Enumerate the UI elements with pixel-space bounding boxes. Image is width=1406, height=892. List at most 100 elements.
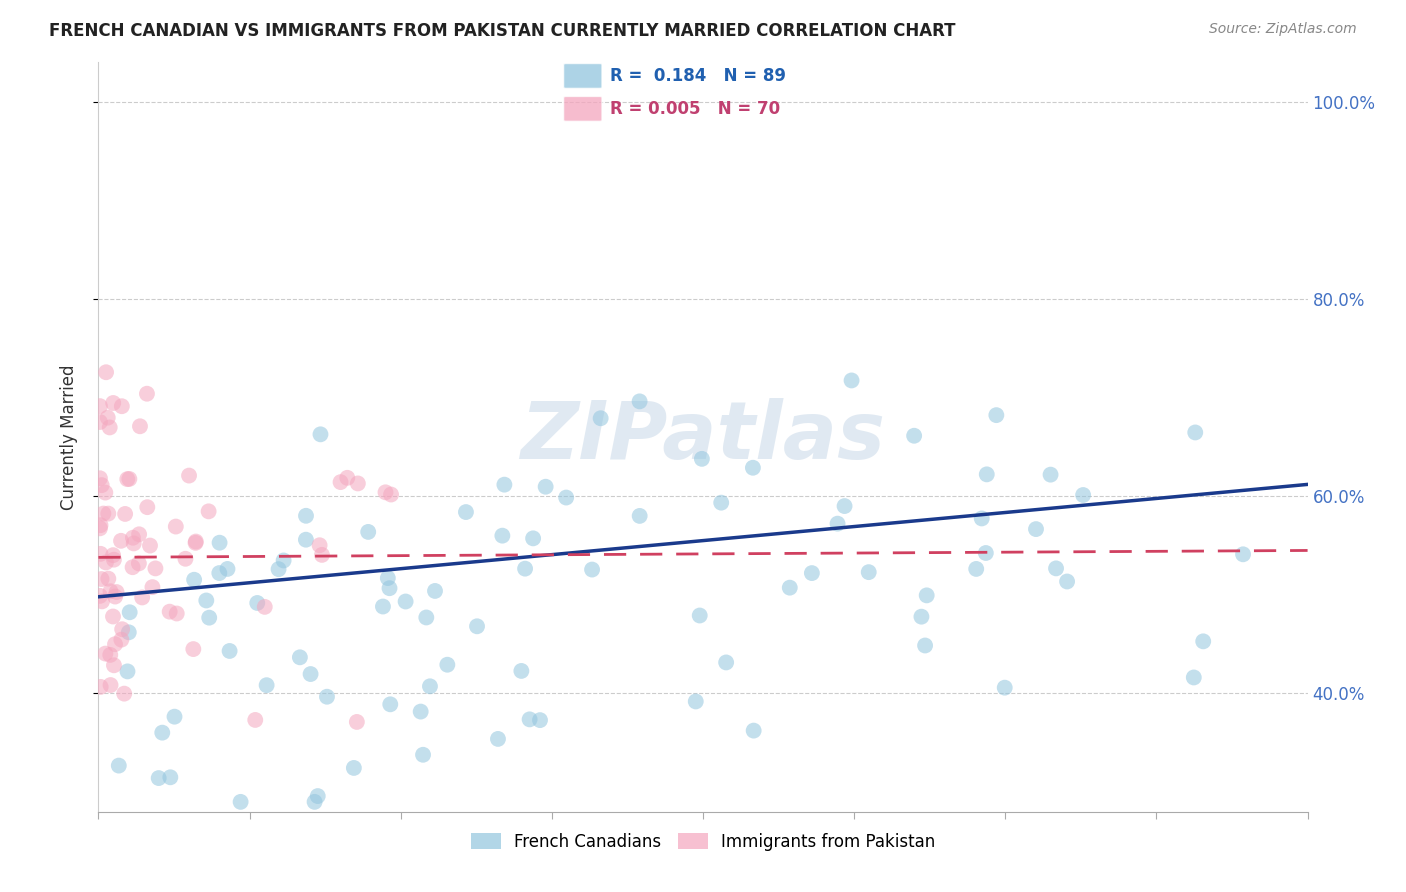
Point [1025,522,1047,536]
Point [1045,561,1067,575]
Point [145,561,167,575]
Point [741,460,763,475]
Point [128,527,150,541]
Point [394,594,416,608]
Point [141,580,163,594]
Point [195,593,218,607]
Point [903,429,925,443]
Point [107,758,129,772]
Point [90,680,112,694]
Point [910,609,932,624]
Point [295,508,318,523]
Point [336,471,359,485]
Point [834,499,856,513]
Point [90,547,112,561]
Point [184,536,207,550]
Point [522,532,544,546]
Point [105,585,128,599]
Point [208,535,231,549]
Point [994,681,1017,695]
Point [89,415,111,429]
Point [685,694,707,708]
Point [519,712,541,726]
Point [100,584,122,599]
Point [148,771,170,785]
Point [89,471,111,485]
Point [104,590,127,604]
Point [111,399,134,413]
Point [97,507,120,521]
Point [118,625,141,640]
Point [436,657,458,672]
Point [628,508,651,523]
Point [409,705,432,719]
Point [714,656,737,670]
Point [273,553,295,567]
Point [1056,574,1078,589]
Point [377,571,399,585]
Point [986,408,1008,422]
Point [581,563,603,577]
Point [371,599,394,614]
Text: R =  0.184   N = 89: R = 0.184 N = 89 [610,67,786,85]
Point [183,642,205,657]
Point [129,419,152,434]
Point [159,605,181,619]
Point [103,658,125,673]
Text: FRENCH CANADIAN VS IMMIGRANTS FROM PAKISTAN CURRENTLY MARRIED CORRELATION CHART: FRENCH CANADIAN VS IMMIGRANTS FROM PAKIS… [49,22,956,40]
Point [742,723,765,738]
Point [555,491,578,505]
Point [118,605,141,619]
Point [166,607,188,621]
Point [117,472,139,486]
Point [1184,425,1206,440]
Legend: French Canadians, Immigrants from Pakistan: French Canadians, Immigrants from Pakist… [464,826,942,857]
Point [253,599,276,614]
Point [346,714,368,729]
Point [94,647,117,661]
Point [534,480,557,494]
Point [93,507,115,521]
Point [198,610,221,624]
Point [114,507,136,521]
Point [465,619,488,633]
Point [295,533,318,547]
Point [529,713,551,727]
Point [357,524,380,539]
Point [914,639,936,653]
Point [419,679,441,693]
Point [374,485,396,500]
Point [110,632,132,647]
Point [415,610,437,624]
Y-axis label: Currently Married: Currently Married [59,364,77,510]
Point [245,713,267,727]
Point [101,548,124,562]
Point [689,608,711,623]
Point [309,427,332,442]
Point [299,667,322,681]
Point [111,622,134,636]
Point [491,529,513,543]
FancyBboxPatch shape [564,96,602,121]
Point [380,487,402,501]
Point [218,644,240,658]
Point [101,609,124,624]
Point [486,731,509,746]
Point [122,531,145,545]
Point [589,411,612,425]
Point [628,394,651,409]
Point [380,698,402,712]
Point [159,770,181,784]
Point [94,485,117,500]
Point [104,637,127,651]
Point [97,572,120,586]
Point [197,504,219,518]
Point [184,534,207,549]
Point [100,678,122,692]
Point [139,539,162,553]
Point [307,789,329,803]
Point [208,566,231,580]
Point [267,562,290,576]
Point [150,725,173,739]
Point [690,451,713,466]
